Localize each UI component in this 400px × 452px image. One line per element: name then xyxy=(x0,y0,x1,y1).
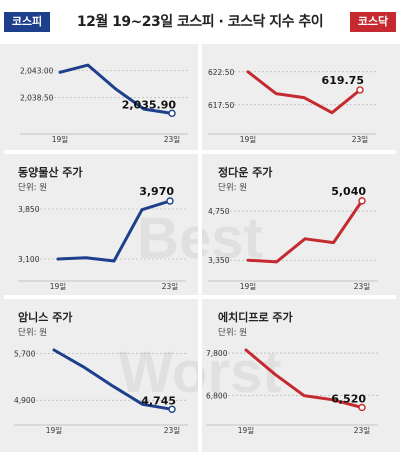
end-value-label: 2,035.90 xyxy=(122,98,177,111)
chart-title: 정다운 주가 xyxy=(218,165,272,179)
x-tick-label: 19일 xyxy=(50,282,67,291)
series-line xyxy=(246,199,364,264)
end-value-label: 619.75 xyxy=(322,74,364,87)
y-tick-label: 5,700 xyxy=(14,350,36,359)
chart-subtitle: 단위: 원 xyxy=(218,182,247,193)
chart-title: 에치디프로 주가 xyxy=(218,310,293,324)
x-tick-label: 23일 xyxy=(162,282,179,291)
kosdaq-tag: 코스닥 xyxy=(350,12,396,32)
panel-bg xyxy=(4,44,196,142)
y-tick-label: 7,800 xyxy=(206,349,228,358)
series-line xyxy=(246,70,362,115)
chart-title: 암니스 주가 xyxy=(18,310,72,324)
end-value-label: 4,745 xyxy=(141,394,176,407)
end-point-marker xyxy=(356,86,364,94)
series-line xyxy=(58,63,174,115)
end-point-marker xyxy=(358,403,366,412)
kospi-tag: 코스피 xyxy=(4,12,50,32)
panel-backgrounds xyxy=(4,44,396,452)
end-point-marker xyxy=(168,405,176,413)
end-point-marker xyxy=(166,197,174,205)
x-tick-label: 19일 xyxy=(240,282,257,291)
y-tick-label: 3,850 xyxy=(18,205,40,214)
end-point-marker xyxy=(358,197,366,205)
panel-bg xyxy=(4,160,196,308)
x-tick-label: 23일 xyxy=(164,426,181,435)
series-line xyxy=(52,348,174,411)
page-title: 12월 19~23일 코스피 · 코스닥 지수 추이 xyxy=(76,14,324,30)
chart-panel-1: 622.50 617.50 19일 23일 619.75 xyxy=(208,68,376,144)
panel-bg xyxy=(204,44,396,142)
series-line xyxy=(56,199,172,263)
end-value-label: 5,040 xyxy=(331,185,366,198)
y-tick-label: 2,038.50 xyxy=(20,94,54,103)
y-tick-label: 2,043.00 xyxy=(20,66,54,75)
chart-title: 동양물산 주가 xyxy=(18,165,83,179)
end-point-marker xyxy=(168,109,176,118)
x-tick-label: 19일 xyxy=(52,135,69,144)
x-tick-label: 23일 xyxy=(164,135,181,144)
series-line xyxy=(244,348,364,409)
y-tick-label: 6,800 xyxy=(206,392,228,401)
header-bar: 코스피 12월 19~23일 코스피 · 코스닥 지수 추이 코스닥 xyxy=(0,0,400,44)
end-value-label: 3,970 xyxy=(139,185,174,198)
panel-bg xyxy=(204,160,396,308)
chart-panel-0: 2,043.00 2,038.50 19일 23일 2,035.90 xyxy=(20,63,188,144)
end-value-label: 6,520 xyxy=(331,392,366,405)
y-tick-label: 3,100 xyxy=(18,255,40,264)
x-tick-label: 19일 xyxy=(240,135,257,144)
y-tick-label: 622.50 xyxy=(208,68,234,77)
y-tick-label: 4,900 xyxy=(14,396,36,405)
x-tick-label: 23일 xyxy=(352,135,369,144)
x-tick-label: 23일 xyxy=(354,282,371,291)
x-tick-label: 19일 xyxy=(46,426,63,435)
y-tick-label: 4,750 xyxy=(208,207,230,216)
chart-subtitle: 단위: 원 xyxy=(18,182,47,193)
y-tick-label: 617.50 xyxy=(208,101,234,110)
x-tick-label: 19일 xyxy=(238,426,255,435)
x-tick-label: 23일 xyxy=(354,426,371,435)
chart-subtitle: 단위: 원 xyxy=(218,327,247,338)
panel-bg xyxy=(204,305,396,452)
chart-subtitle: 단위: 원 xyxy=(18,327,47,338)
y-tick-label: 3,350 xyxy=(208,256,230,265)
